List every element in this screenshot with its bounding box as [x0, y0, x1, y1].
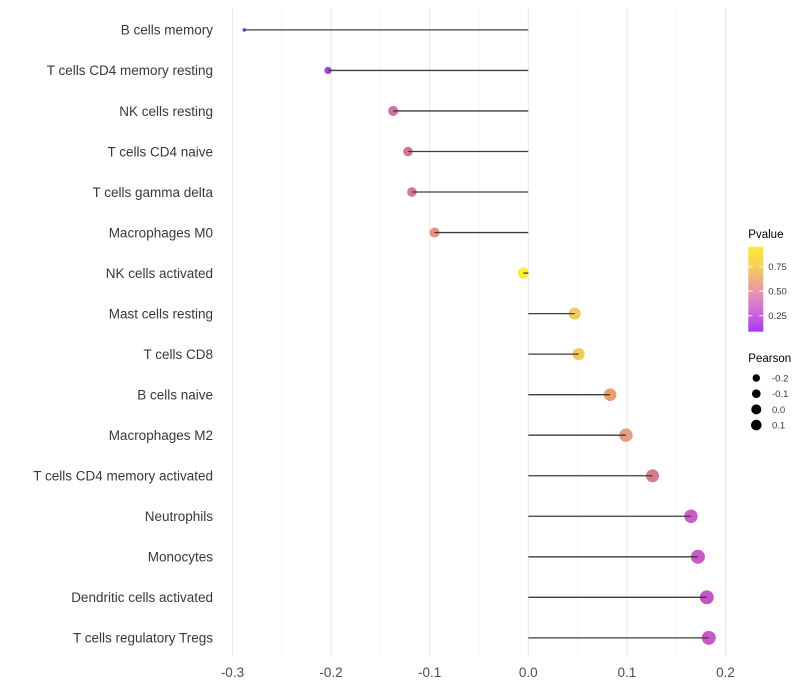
category-label: NK cells activated [106, 266, 213, 281]
pvalue-legend-title: Pvalue [748, 229, 783, 241]
category-label: B cells naive [137, 387, 213, 402]
pvalue-tick-label: 0.50 [768, 286, 787, 297]
category-label: Macrophages M2 [109, 428, 213, 443]
x-tick-label: -0.2 [319, 665, 342, 680]
pearson-legend-label: -0.2 [772, 373, 788, 384]
category-label: Macrophages M0 [109, 225, 213, 240]
category-label: T cells regulatory Tregs [73, 631, 213, 646]
pearson-legend-label: 0.0 [772, 405, 785, 416]
pearson-legend-title: Pearson [748, 353, 791, 365]
pearson-legend-label: -0.1 [772, 389, 788, 400]
category-label: Dendritic cells activated [71, 590, 213, 605]
category-label: Monocytes [148, 550, 214, 565]
pearson-legend-dot [751, 404, 762, 415]
pearson-legend-dot [752, 389, 761, 399]
x-tick-label: -0.3 [221, 665, 244, 680]
category-label: T cells gamma delta [92, 185, 213, 200]
pvalue-colorbar [748, 246, 764, 332]
pearson-legend-dot [751, 419, 762, 431]
category-label: Neutrophils [145, 509, 214, 524]
pearson-legend-label: 0.1 [772, 421, 785, 432]
pearson-legend-dot [752, 374, 760, 382]
x-tick-label: 0.0 [519, 665, 538, 680]
x-tick-label: 0.2 [716, 665, 735, 680]
category-label: T cells CD4 naive [107, 144, 213, 159]
x-tick-label: -0.1 [418, 665, 441, 680]
category-label: B cells memory [121, 23, 214, 38]
x-tick-label: 0.1 [618, 665, 637, 680]
pvalue-tick-label: 0.75 [768, 262, 787, 273]
pvalue-tick-label: 0.25 [768, 311, 787, 322]
category-label: Mast cells resting [109, 306, 213, 321]
category-label: NK cells resting [119, 104, 213, 119]
category-label: T cells CD4 memory activated [33, 469, 213, 484]
category-label: T cells CD4 memory resting [47, 63, 213, 78]
category-label: T cells CD8 [143, 347, 213, 362]
